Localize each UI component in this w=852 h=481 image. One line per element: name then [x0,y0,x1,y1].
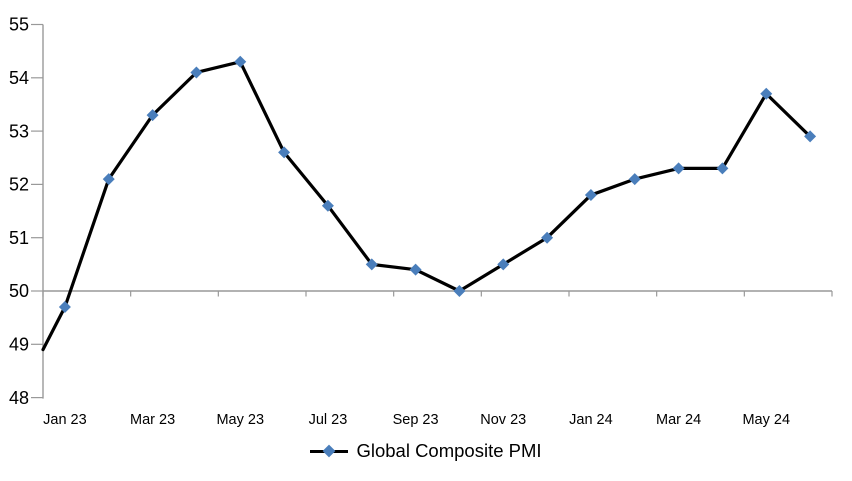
data-point-marker [541,231,554,244]
x-axis-label: May 23 [216,412,264,428]
y-axis-label: 55 [9,15,29,35]
x-axis-label: Jan 23 [43,412,87,428]
data-point-marker [804,130,817,143]
x-axis-label: Mar 23 [130,412,175,428]
x-axis-label: Jul 23 [309,412,348,428]
legend-line [310,444,349,458]
x-axis-label: May 24 [742,412,790,428]
x-axis-label: Nov 23 [480,412,526,428]
data-point-marker [234,55,247,68]
data-point-marker [278,146,291,159]
pmi-series-line [41,60,812,352]
data-point-marker [716,162,729,175]
x-axis-label: Mar 24 [656,412,701,428]
data-point-marker [409,263,422,276]
data-point-marker [453,285,466,297]
x-axis-label: Sep 23 [393,412,439,428]
x-axis-label: Jan 24 [569,412,613,428]
y-axis-label: 52 [9,175,29,195]
data-point-marker [497,258,510,271]
data-point-marker [760,87,773,100]
data-point-marker [365,258,378,271]
y-axis-label: 54 [9,68,29,88]
legend-series-label: Global Composite PMI [356,440,542,461]
data-point-marker [321,199,334,212]
data-point-marker [628,173,641,186]
y-axis-label: 48 [9,388,29,408]
data-point-marker [102,173,115,186]
data-point-marker [672,162,685,175]
legend-diamond-marker-icon [323,444,336,458]
legend: Global Composite PMI [0,440,852,462]
data-point-marker [58,300,71,313]
data-point-marker [190,66,203,79]
data-point-marker [146,109,159,122]
y-axis-label: 51 [9,228,29,248]
y-axis-label: 49 [9,335,29,355]
y-axis-label: 50 [9,281,29,301]
data-point-marker [584,189,597,202]
y-axis-label: 53 [9,121,29,141]
